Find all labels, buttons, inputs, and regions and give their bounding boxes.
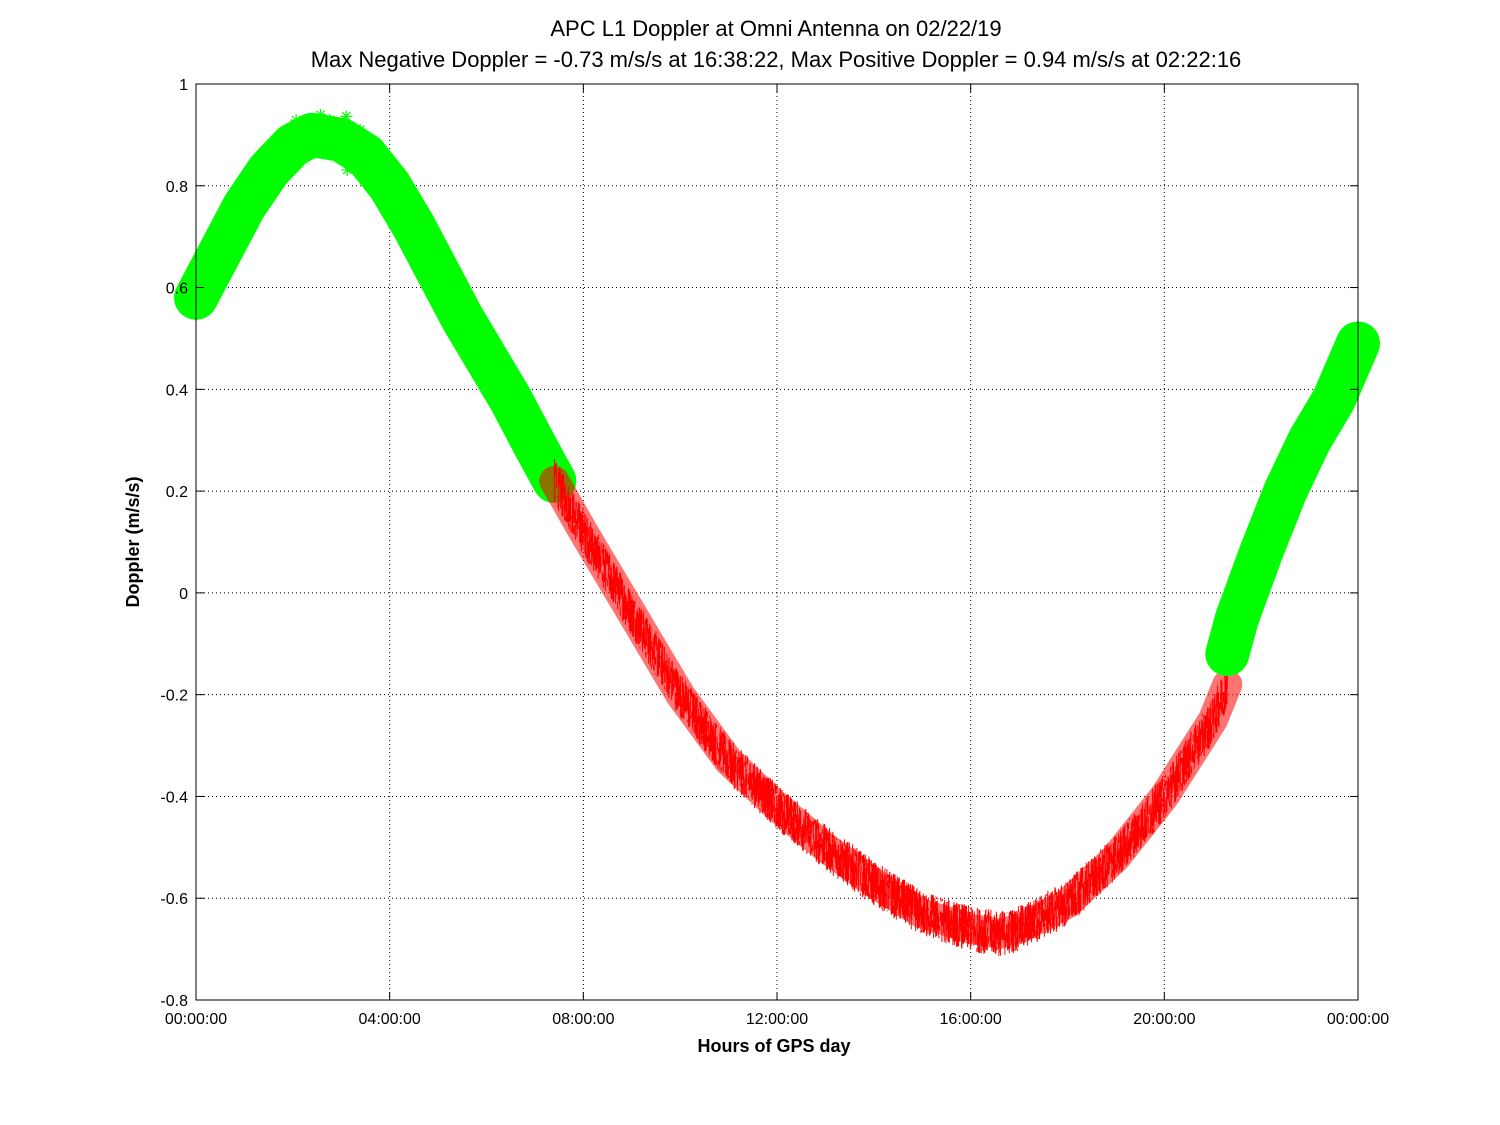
plot-area <box>174 108 1380 956</box>
y-tick-label: -0.4 <box>160 789 188 806</box>
y-tick-label: 0.2 <box>166 484 188 501</box>
y-tick-label: -0.8 <box>160 993 188 1010</box>
y-tick-label: -0.2 <box>160 688 188 705</box>
y-tick-label: 1 <box>179 77 188 94</box>
series-markers-0 <box>191 108 561 502</box>
x-tick-label: 00:00:00 <box>1327 1011 1389 1028</box>
x-tick-label: 00:00:00 <box>165 1011 227 1028</box>
x-tick-label: 04:00:00 <box>359 1011 421 1028</box>
x-tick-label: 20:00:00 <box>1133 1011 1195 1028</box>
y-tick-label: 0.6 <box>166 281 188 298</box>
series-core-1 <box>539 465 1243 949</box>
y-tick-label: -0.6 <box>160 891 188 908</box>
y-axis-label: Doppler (m/s/s) <box>123 476 143 607</box>
x-tick-label: 12:00:00 <box>746 1011 808 1028</box>
y-tick-label: 0.4 <box>166 382 188 399</box>
chart-subtitle: Max Negative Doppler = -0.73 m/s/s at 16… <box>311 47 1242 72</box>
axis-ticks: 00:00:00 04:00:00 08:00:00 12:00:00 16:00:00… <box>160 77 1389 1028</box>
chart-title: APC L1 Doppler at Omni Antenna on 02/22/… <box>550 16 1001 41</box>
plot-frame <box>195 83 1359 1001</box>
x-tick-label: 16:00:00 <box>940 1011 1002 1028</box>
y-tick-label: 0.8 <box>166 179 188 196</box>
y-tick-label: 0 <box>179 586 188 603</box>
x-tick-label: 08:00:00 <box>552 1011 614 1028</box>
series-core-0 <box>174 112 577 503</box>
grid-lines <box>196 84 1358 1000</box>
series-markers-2 <box>1222 324 1365 673</box>
x-axis-label: Hours of GPS day <box>697 1036 850 1056</box>
